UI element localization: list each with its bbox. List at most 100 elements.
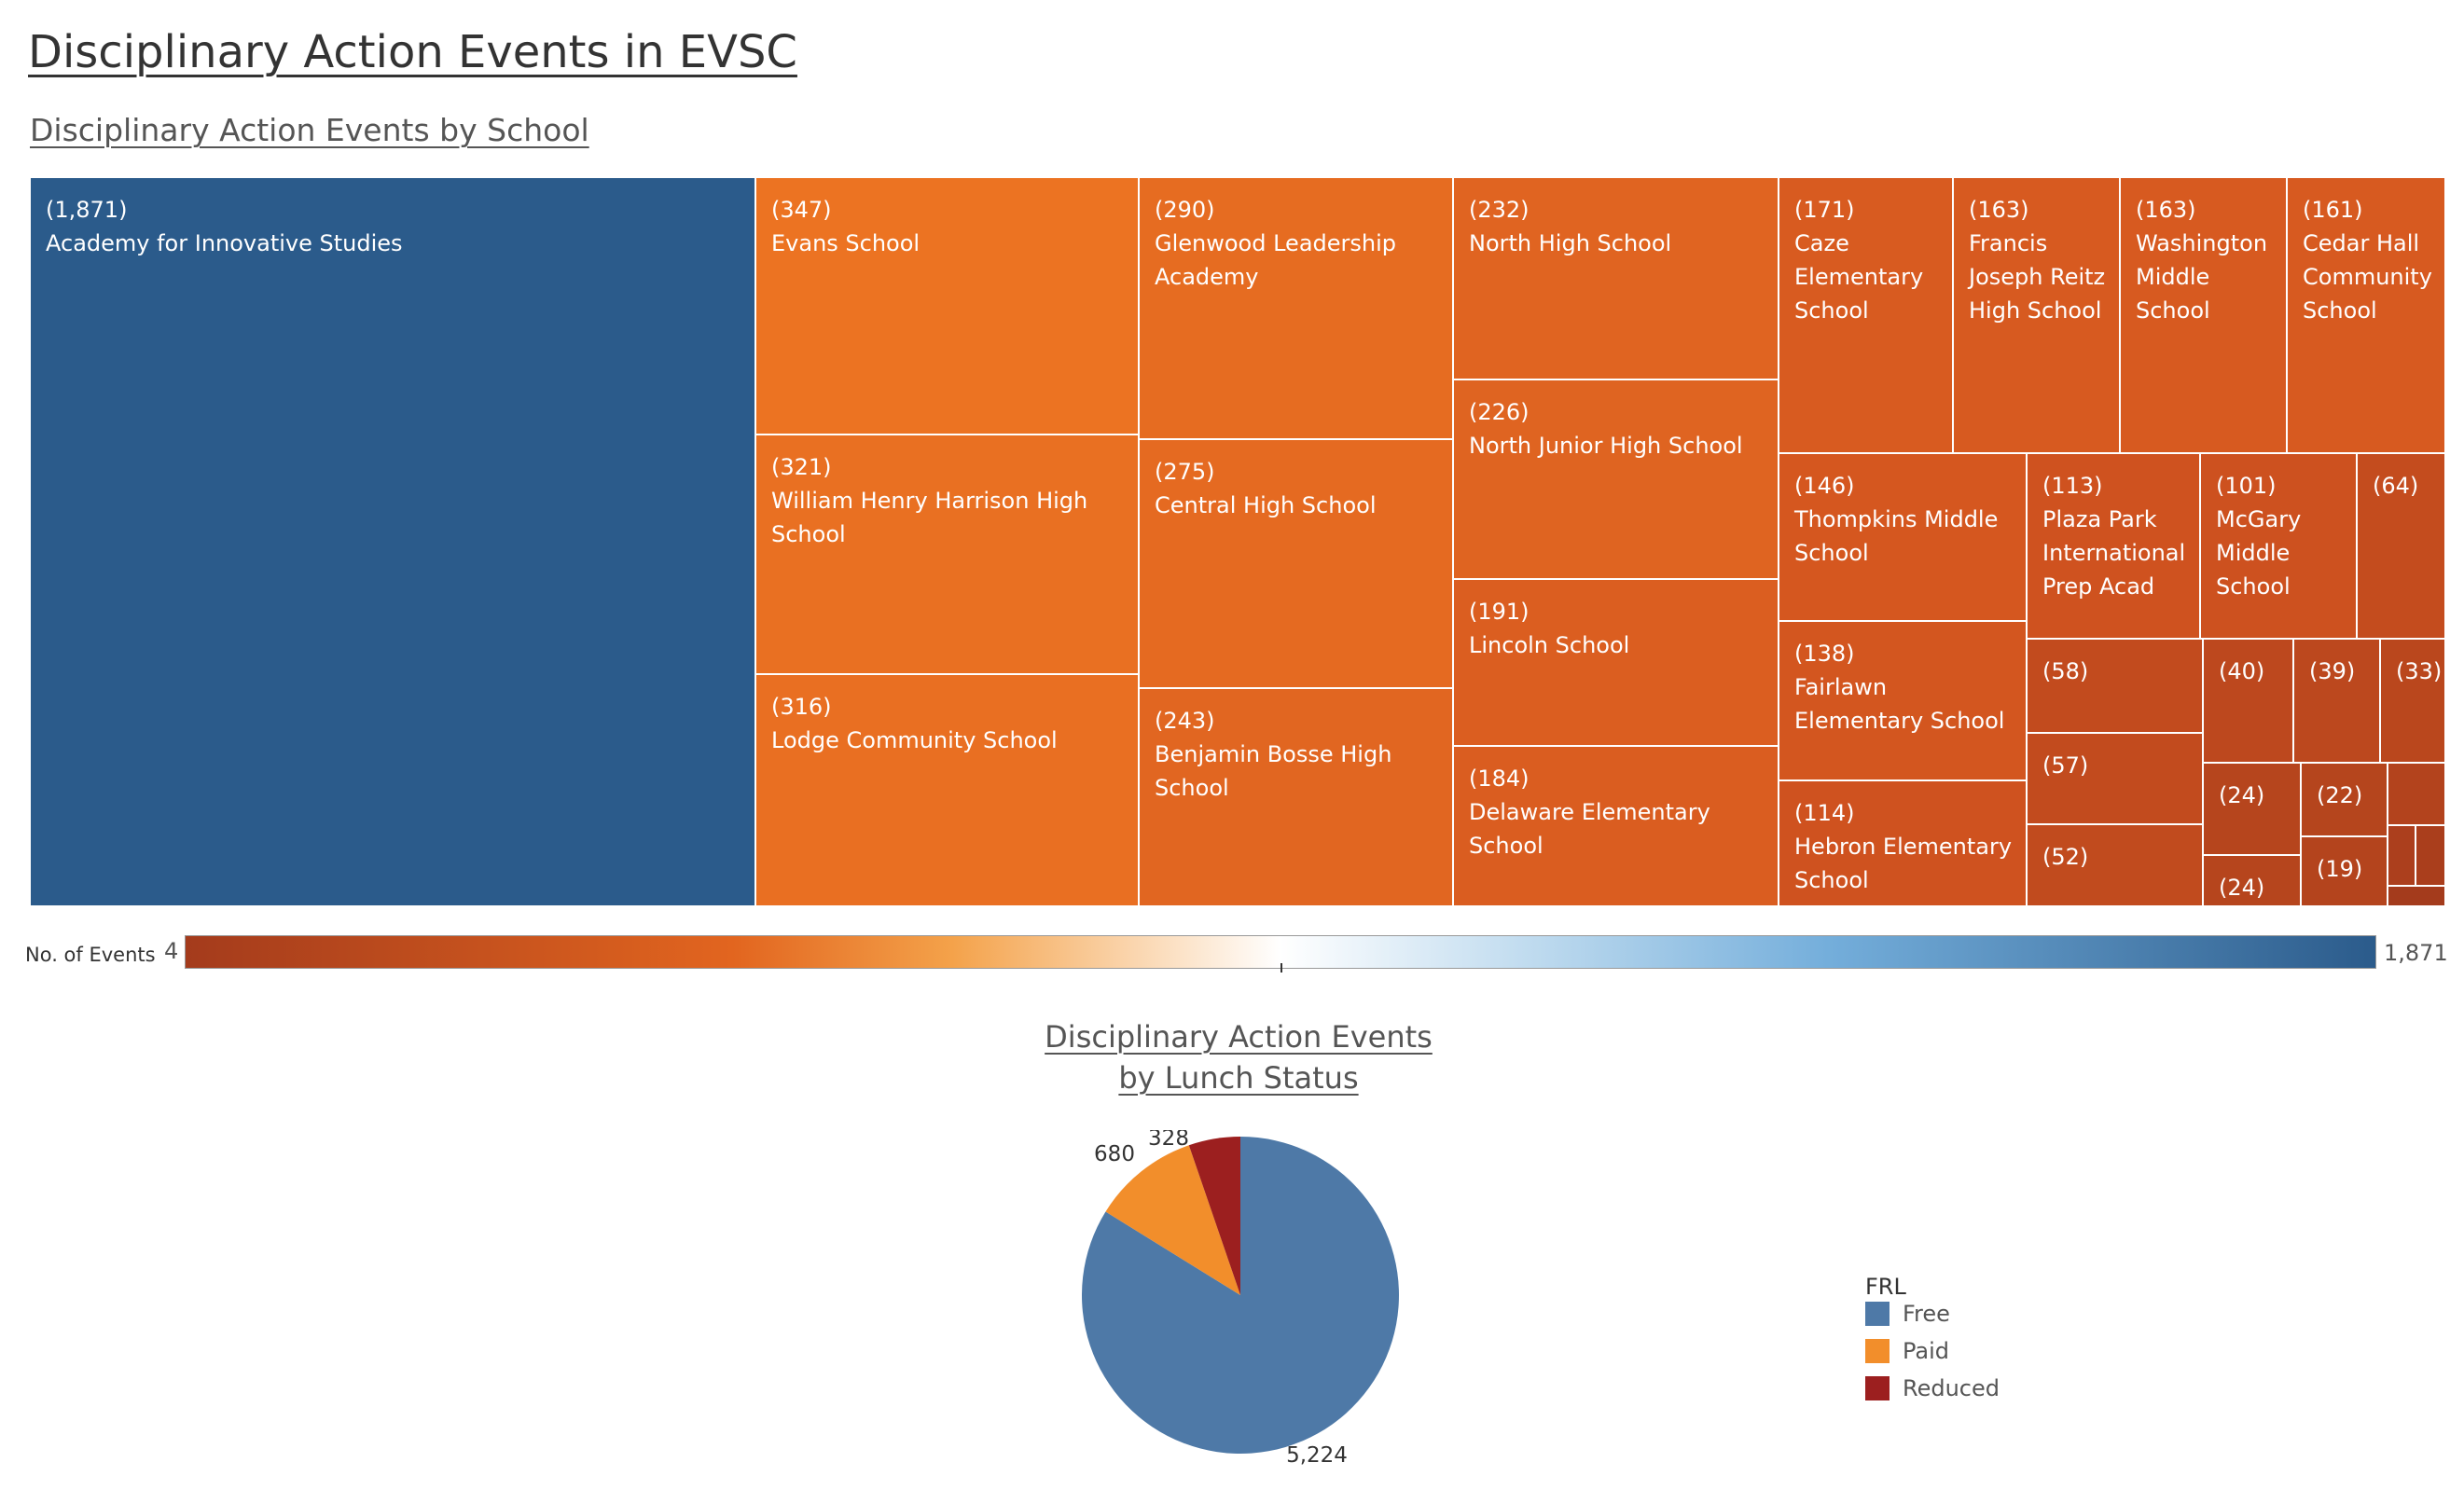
tile-value: (24) bbox=[2219, 875, 2265, 901]
legend-label-reduced: Reduced bbox=[1903, 1375, 2000, 1401]
treemap-tile: (57) bbox=[2027, 733, 2203, 824]
tile-value: (101) bbox=[2216, 473, 2277, 499]
tile-label: William Henry Harrison High School bbox=[771, 488, 1088, 547]
tile-value: (57) bbox=[2042, 752, 2089, 779]
tile-label: Glenwood Leadership Academy bbox=[1155, 230, 1397, 290]
treemap-tile: (24) bbox=[2203, 763, 2301, 855]
treemap-tile: (184) Delaware Elementary School bbox=[1453, 746, 1779, 906]
treemap-tile: (316) Lodge Community School bbox=[755, 674, 1139, 906]
treemap-tile: (1,871) Academy for Innovative Studies bbox=[30, 177, 755, 906]
legend-swatch-paid bbox=[1865, 1339, 1890, 1363]
legend-item-reduced: Reduced bbox=[1865, 1374, 2000, 1402]
tile-value: (138) bbox=[1794, 641, 1855, 667]
tile-text: (138) Fairlawn Elementary School bbox=[1794, 637, 2018, 738]
tile-label: Washington Middle School bbox=[2136, 230, 2268, 324]
pie-title-line-1: Disciplinary Action Events bbox=[1045, 1019, 1433, 1055]
treemap-tile: (24) bbox=[2203, 855, 2301, 906]
color-legend-tick bbox=[1280, 963, 1282, 973]
tile-value: (184) bbox=[1469, 766, 1530, 792]
treemap-tile: (33) bbox=[2380, 639, 2445, 763]
tile-value: (161) bbox=[2303, 197, 2363, 223]
treemap-tile: (101) McGary Middle School bbox=[2200, 453, 2357, 639]
tile-label: McGary Middle School bbox=[2216, 506, 2302, 600]
tile-value: (163) bbox=[2136, 197, 2196, 223]
pie-title-line-2: by Lunch Status bbox=[1118, 1060, 1359, 1096]
tile-text: (24) bbox=[2219, 779, 2292, 812]
tile-text: (191) Lincoln School bbox=[1469, 595, 1770, 662]
treemap-tile: (163) Francis Joseph Reitz High School bbox=[1953, 177, 2120, 453]
tile-value: (1,871) bbox=[46, 197, 128, 223]
treemap-tile bbox=[2388, 886, 2445, 906]
pie-slice-reduced bbox=[1188, 1137, 1240, 1295]
legend-swatch-reduced bbox=[1865, 1376, 1890, 1400]
frl-legend-title: FRL bbox=[1865, 1274, 1906, 1300]
tile-value: (243) bbox=[1155, 708, 1215, 734]
tile-label: Academy for Innovative Studies bbox=[46, 230, 403, 256]
treemap-tile: (232) North High School bbox=[1453, 177, 1779, 379]
tile-text: (347) Evans School bbox=[771, 193, 1130, 260]
tile-value: (52) bbox=[2042, 844, 2089, 870]
tile-value: (171) bbox=[1794, 197, 1855, 223]
tile-text: (114) Hebron Elementary School bbox=[1794, 796, 2018, 897]
tile-text: (163) Francis Joseph Reitz High School bbox=[1969, 193, 2111, 327]
tile-value: (64) bbox=[2373, 473, 2419, 499]
tile-label: Hebron Elementary School bbox=[1794, 834, 2013, 893]
treemap-tile: (64) bbox=[2357, 453, 2445, 639]
tile-text: (146) Thompkins Middle School bbox=[1794, 469, 2018, 570]
tile-value: (19) bbox=[2317, 856, 2363, 882]
color-legend-min: 4 bbox=[164, 938, 179, 964]
tile-label: Delaware Elementary School bbox=[1469, 799, 1710, 859]
tile-text: (1,871) Academy for Innovative Studies bbox=[46, 193, 747, 260]
tile-label: Central High School bbox=[1155, 492, 1377, 518]
tile-text: (275) Central High School bbox=[1155, 455, 1445, 522]
pie-label-paid: 680 bbox=[1094, 1142, 1135, 1166]
tile-text: (39) bbox=[2309, 655, 2372, 688]
tile-value: (113) bbox=[2042, 473, 2103, 499]
tile-value: (163) bbox=[1969, 197, 2029, 223]
treemap-title: Disciplinary Action Events by School bbox=[30, 112, 589, 148]
treemap-tile: (163) Washington Middle School bbox=[2120, 177, 2287, 453]
legend-item-paid: Paid bbox=[1865, 1337, 1949, 1365]
tile-value: (39) bbox=[2309, 658, 2356, 684]
tile-value: (40) bbox=[2219, 658, 2265, 684]
dashboard-title: Disciplinary Action Events in EVSC bbox=[28, 26, 797, 78]
treemap-tile: (321) William Henry Harrison High School bbox=[755, 435, 1139, 674]
tile-text: (101) McGary Middle School bbox=[2216, 469, 2348, 603]
pie-chart: 5,224 680 328 bbox=[1082, 1130, 1399, 1468]
treemap-tile: (138) Fairlawn Elementary School bbox=[1779, 621, 2027, 780]
treemap-tile: (290) Glenwood Leadership Academy bbox=[1139, 177, 1453, 439]
tile-text: (290) Glenwood Leadership Academy bbox=[1155, 193, 1445, 294]
tile-label: Thompkins Middle School bbox=[1794, 506, 1999, 566]
treemap-tile: (52) bbox=[2027, 824, 2203, 906]
tile-text: (58) bbox=[2042, 655, 2194, 688]
treemap-tile: (161) Cedar Hall Community School bbox=[2287, 177, 2445, 453]
legend-item-free: Free bbox=[1865, 1300, 1950, 1328]
legend-label-free: Free bbox=[1903, 1301, 1950, 1327]
tile-value: (146) bbox=[1794, 473, 1855, 499]
tile-label: Caze Elementary School bbox=[1794, 230, 1924, 324]
tile-text: (321) William Henry Harrison High School bbox=[771, 450, 1130, 551]
tile-text: (226) North Junior High School bbox=[1469, 395, 1770, 462]
tile-value: (226) bbox=[1469, 399, 1530, 425]
tile-label: Benjamin Bosse High School bbox=[1155, 741, 1392, 801]
tile-text: (24) bbox=[2219, 871, 2292, 904]
tile-value: (347) bbox=[771, 197, 832, 223]
tile-value: (22) bbox=[2317, 782, 2363, 808]
tile-text: (243) Benjamin Bosse High School bbox=[1155, 704, 1445, 805]
tile-value: (191) bbox=[1469, 599, 1530, 625]
tile-label: North High School bbox=[1469, 230, 1672, 256]
treemap-tile: (22) bbox=[2301, 763, 2388, 836]
tile-text: (52) bbox=[2042, 840, 2194, 874]
treemap-tile: (39) bbox=[2293, 639, 2380, 763]
tile-text: (22) bbox=[2317, 779, 2379, 812]
treemap-tile: (113) Plaza Park International Prep Acad bbox=[2027, 453, 2200, 639]
treemap-tile: (114) Hebron Elementary School bbox=[1779, 780, 2027, 906]
tile-value: (290) bbox=[1155, 197, 1215, 223]
treemap-tile: (146) Thompkins Middle School bbox=[1779, 453, 2027, 621]
tile-value: (316) bbox=[771, 694, 832, 720]
tile-label: Cedar Hall Community School bbox=[2303, 230, 2432, 324]
treemap-tile: (347) Evans School bbox=[755, 177, 1139, 435]
treemap-tile: (243) Benjamin Bosse High School bbox=[1139, 688, 1453, 906]
legend-label-paid: Paid bbox=[1903, 1338, 1950, 1364]
tile-text: (33) bbox=[2396, 655, 2442, 688]
